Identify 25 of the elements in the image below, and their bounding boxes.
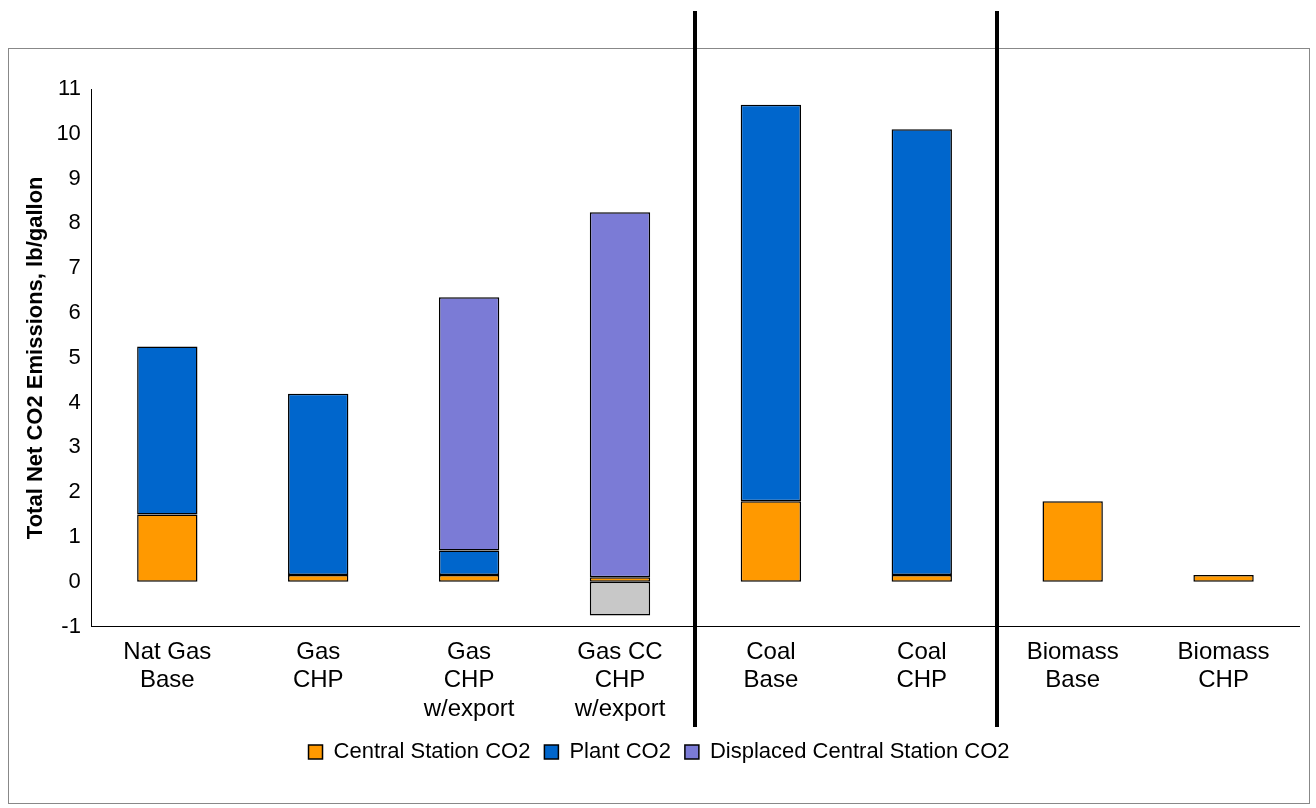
x-tick-label: Coal Base — [743, 636, 799, 693]
y-tick-label: -1 — [61, 612, 81, 638]
x-tick-label: Gas CHP w/export — [422, 636, 515, 722]
legend-label: Plant CO2 — [569, 738, 671, 764]
y-tick-label: 5 — [68, 343, 81, 369]
x-tick-label: Gas CC CHP w/export — [573, 636, 666, 722]
x-tick-label: Nat Gas Base — [123, 636, 212, 693]
y-tick-label: 7 — [68, 254, 81, 280]
y-tick-label: 3 — [68, 433, 81, 459]
x-tick-label: Gas CHP — [292, 636, 344, 693]
legend-label: Displaced Central Station CO2 — [709, 738, 1010, 764]
legend-label: Central Station CO2 — [333, 738, 531, 764]
y-tick-label: 8 — [68, 209, 81, 235]
y-tick-label: 0 — [68, 567, 81, 593]
y-tick-label: 2 — [68, 478, 81, 504]
y-axis-title: Total Net CO2 Emissions, lb/gallon — [22, 176, 48, 540]
x-tick-label: Coal CHP — [896, 636, 948, 693]
x-tick-label: Biomass CHP — [1177, 636, 1270, 693]
y-tick-label: 4 — [68, 388, 81, 414]
x-tick-label: Biomass Base — [1026, 636, 1119, 693]
y-tick-label: 1 — [68, 523, 81, 549]
y-tick-label: 10 — [56, 119, 81, 145]
y-tick-label: 6 — [68, 299, 81, 325]
y-tick-label: 11 — [58, 75, 81, 101]
y-tick-label: 9 — [68, 164, 81, 190]
